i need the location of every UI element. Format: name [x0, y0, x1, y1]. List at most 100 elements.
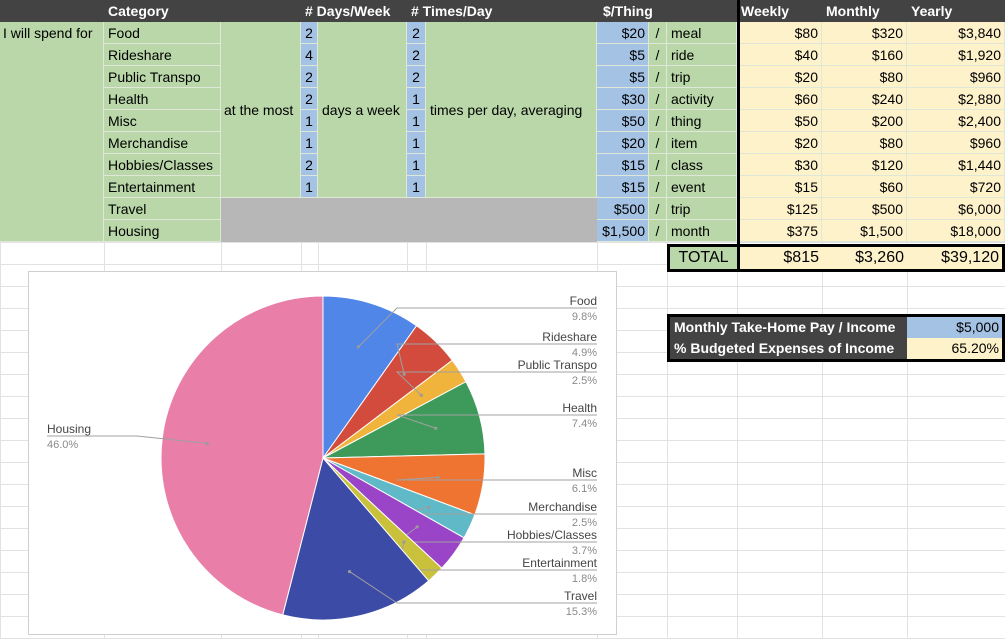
- total-label: TOTAL: [670, 247, 737, 269]
- weekly-cell[interactable]: $15: [737, 176, 822, 198]
- yearly-cell[interactable]: $1,440: [907, 154, 1005, 176]
- pie-slice-travel[interactable]: [282, 456, 430, 621]
- unit-cell[interactable]: thing: [667, 110, 737, 132]
- yearly-cell[interactable]: $960: [907, 66, 1005, 88]
- yearly-cell[interactable]: $2,880: [907, 88, 1005, 110]
- header-yearly[interactable]: Yearly: [907, 0, 1005, 22]
- total-monthly[interactable]: $3,260: [855, 249, 904, 266]
- days-per-week-input[interactable]: 2: [301, 88, 318, 110]
- spend-for-cell[interactable]: I will spend for: [0, 22, 104, 242]
- weekly-cell[interactable]: $30: [737, 154, 822, 176]
- category-cell[interactable]: Rideshare: [104, 44, 221, 66]
- category-cell[interactable]: Housing: [104, 220, 221, 242]
- weekly-cell[interactable]: $40: [737, 44, 822, 66]
- total-weekly[interactable]: $815: [737, 247, 822, 269]
- cost-per-thing-input[interactable]: $50: [597, 110, 649, 132]
- days-per-week-input[interactable]: 1: [301, 110, 318, 132]
- monthly-cell[interactable]: $320: [822, 22, 907, 44]
- weekly-cell[interactable]: $80: [737, 22, 822, 44]
- header-blank[interactable]: [221, 0, 301, 22]
- unit-cell[interactable]: month: [667, 220, 737, 242]
- times-per-day-input[interactable]: 1: [407, 154, 426, 176]
- days-a-week-cell[interactable]: days a week: [318, 22, 407, 198]
- header-days-week[interactable]: # Days/Week: [301, 0, 407, 22]
- times-per-day-input[interactable]: 2: [407, 44, 426, 66]
- weekly-cell[interactable]: $375: [737, 220, 822, 242]
- monthly-cell[interactable]: $160: [822, 44, 907, 66]
- monthly-cell[interactable]: $500: [822, 198, 907, 220]
- weekly-cell[interactable]: $20: [737, 66, 822, 88]
- category-cell[interactable]: Merchandise: [104, 132, 221, 154]
- total-yearly[interactable]: $39,120: [941, 249, 999, 266]
- cost-per-thing-input[interactable]: $1,500: [597, 220, 649, 242]
- monthly-cell[interactable]: $120: [822, 154, 907, 176]
- cost-per-thing-input[interactable]: $20: [597, 132, 649, 154]
- monthly-cell[interactable]: $80: [822, 66, 907, 88]
- unit-cell[interactable]: trip: [667, 66, 737, 88]
- unit-cell[interactable]: trip: [667, 198, 737, 220]
- header-monthly[interactable]: Monthly: [822, 0, 907, 22]
- yearly-cell[interactable]: $1,920: [907, 44, 1005, 66]
- cost-per-thing-input[interactable]: $15: [597, 154, 649, 176]
- monthly-cell[interactable]: $200: [822, 110, 907, 132]
- category-cell[interactable]: Public Transpo: [104, 66, 221, 88]
- times-per-day-input[interactable]: 1: [407, 88, 426, 110]
- days-per-week-input[interactable]: 2: [301, 66, 318, 88]
- times-per-day-input[interactable]: 1: [407, 132, 426, 154]
- header-weekly[interactable]: Weekly: [737, 0, 822, 22]
- cost-per-thing-input[interactable]: $20: [597, 22, 649, 44]
- days-per-week-input[interactable]: 4: [301, 44, 318, 66]
- category-cell[interactable]: Misc: [104, 110, 221, 132]
- at-most-cell[interactable]: at the most: [221, 22, 301, 198]
- days-per-week-input[interactable]: 2: [301, 154, 318, 176]
- monthly-cell[interactable]: $80: [822, 132, 907, 154]
- cost-per-thing-input[interactable]: $500: [597, 198, 649, 220]
- header-blank[interactable]: [0, 0, 104, 22]
- category-cell[interactable]: Hobbies/Classes: [104, 154, 221, 176]
- monthly-cell[interactable]: $240: [822, 88, 907, 110]
- leader-dot: [356, 345, 360, 349]
- weekly-cell[interactable]: $50: [737, 110, 822, 132]
- pct-value[interactable]: 65.20%: [907, 338, 1002, 359]
- days-per-week-input[interactable]: 1: [301, 176, 318, 198]
- pie-slice-housing[interactable]: [160, 295, 324, 616]
- times-per-day-cell[interactable]: times per day, averaging: [426, 22, 597, 198]
- monthly-cell[interactable]: $60: [822, 176, 907, 198]
- yearly-cell[interactable]: $960: [907, 132, 1005, 154]
- unit-cell[interactable]: ride: [667, 44, 737, 66]
- category-cell[interactable]: Food: [104, 22, 221, 44]
- unit-cell[interactable]: class: [667, 154, 737, 176]
- header-category[interactable]: Category: [104, 0, 221, 22]
- cost-per-thing-input[interactable]: $15: [597, 176, 649, 198]
- pie-chart[interactable]: Food 9.8% Rideshare 4.9% Public Transpo 2.5% H…: [28, 271, 617, 635]
- unit-cell[interactable]: item: [667, 132, 737, 154]
- yearly-cell[interactable]: $6,000: [907, 198, 1005, 220]
- header-per-thing[interactable]: $/Thing: [597, 0, 737, 22]
- weekly-cell[interactable]: $20: [737, 132, 822, 154]
- weekly-cell[interactable]: $60: [737, 88, 822, 110]
- days-per-week-input[interactable]: 1: [301, 132, 318, 154]
- category-cell[interactable]: Health: [104, 88, 221, 110]
- times-per-day-input[interactable]: 2: [407, 66, 426, 88]
- unit-cell[interactable]: activity: [667, 88, 737, 110]
- cost-per-thing-input[interactable]: $5: [597, 44, 649, 66]
- pie-slice-food[interactable]: [322, 295, 418, 460]
- income-value[interactable]: $5,000: [907, 317, 1002, 338]
- days-per-week-input[interactable]: 2: [301, 22, 318, 44]
- times-per-day-input[interactable]: 1: [407, 176, 426, 198]
- weekly-cell[interactable]: $125: [737, 198, 822, 220]
- header-times-day[interactable]: # Times/Day: [407, 0, 597, 22]
- yearly-cell[interactable]: $2,400: [907, 110, 1005, 132]
- times-per-day-input[interactable]: 2: [407, 22, 426, 44]
- monthly-cell[interactable]: $1,500: [822, 220, 907, 242]
- yearly-cell[interactable]: $3,840: [907, 22, 1005, 44]
- times-per-day-input[interactable]: 1: [407, 110, 426, 132]
- cost-per-thing-input[interactable]: $30: [597, 88, 649, 110]
- cost-per-thing-input[interactable]: $5: [597, 66, 649, 88]
- unit-cell[interactable]: meal: [667, 22, 737, 44]
- yearly-cell[interactable]: $18,000: [907, 220, 1005, 242]
- unit-cell[interactable]: event: [667, 176, 737, 198]
- category-cell[interactable]: Entertainment: [104, 176, 221, 198]
- category-cell[interactable]: Travel: [104, 198, 221, 220]
- yearly-cell[interactable]: $720: [907, 176, 1005, 198]
